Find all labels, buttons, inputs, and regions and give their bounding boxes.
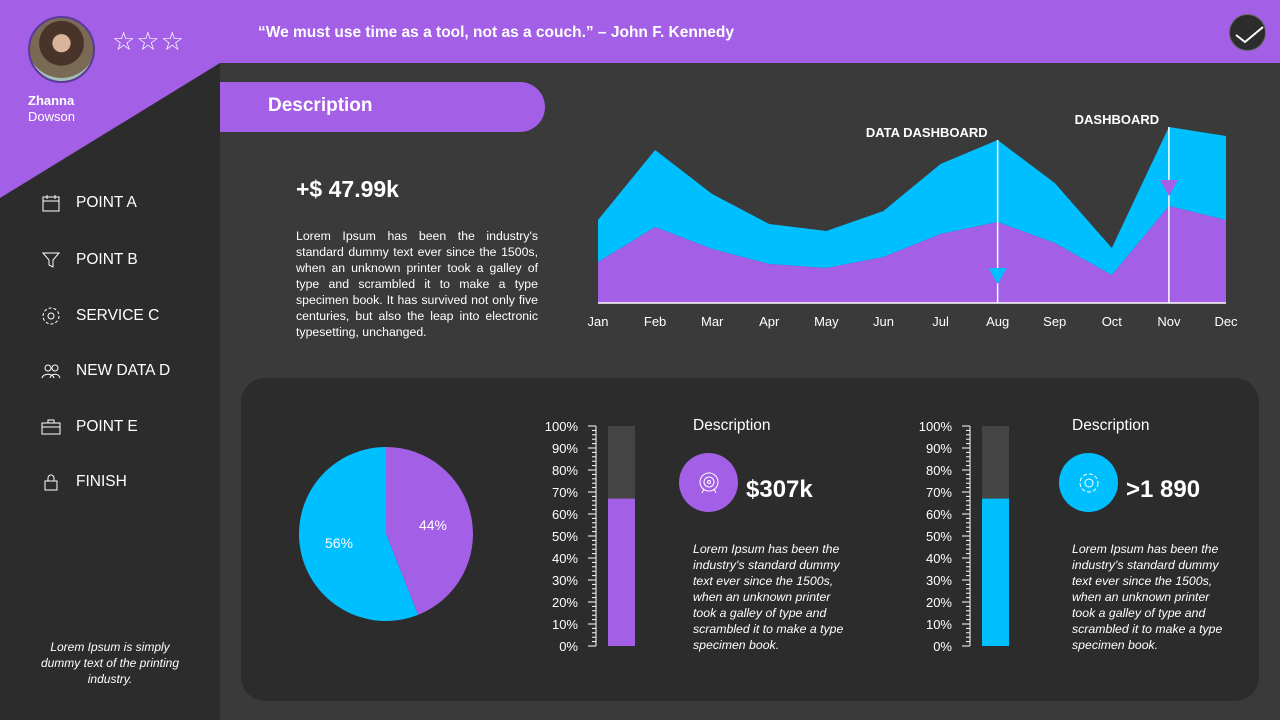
sidebar-item-label: POINT E [76, 418, 138, 435]
sidebar-item-finish[interactable]: FINISH [40, 470, 127, 494]
x-tick-label: Mar [701, 314, 724, 329]
description-value: +$ 47.99k [296, 176, 399, 202]
x-tick-label: Oct [1102, 314, 1123, 329]
card1-title: Description [693, 417, 771, 434]
rating-stars: ☆☆☆ [112, 26, 185, 56]
sidebar-item-label: NEW DATA D [76, 362, 171, 379]
sidebar-item-label: SERVICE C [76, 307, 160, 324]
sidebar-item-label: FINISH [76, 473, 127, 490]
pie-label: 44% [419, 517, 447, 533]
profile-last-name: Dowson [28, 109, 75, 124]
x-tick-label: Aug [986, 314, 1009, 329]
area-series-2 [598, 127, 1226, 275]
check-icon [1235, 26, 1264, 44]
pie-slice [386, 447, 474, 615]
x-tick-label: Nov [1157, 314, 1181, 329]
x-tick-label: May [814, 314, 839, 329]
x-tick-label: Jan [588, 314, 609, 329]
sidebar-item-label: POINT A [76, 194, 137, 211]
description-header: Description [220, 82, 545, 132]
sidebar-item-label: POINT B [76, 251, 138, 268]
gear-icon [1079, 473, 1098, 492]
pie-slice [299, 447, 419, 621]
area-chart: Jan Feb Mar Apr May Jun Jul Aug Sep Oct Nov Dec DATA… [588, 112, 1239, 329]
description-text: Lorem Ipsum has been the industry's stan… [296, 229, 538, 339]
annotation-label: DASHBOARD [1075, 112, 1160, 127]
x-tick-label: Sep [1043, 314, 1066, 329]
x-tick-label: Jul [932, 314, 949, 329]
sidebar-item-point-a[interactable]: POINT A [40, 191, 137, 215]
calendar-icon [42, 195, 60, 212]
card2-value: >1 890 [1126, 476, 1201, 503]
annotation-marker [988, 268, 1007, 284]
area-series-1 [598, 206, 1226, 303]
pie-label: 56% [325, 535, 353, 551]
briefcase-icon [41, 419, 61, 435]
sidebar-footer: Lorem Ipsum is simply dummy text of the … [40, 640, 180, 686]
sidebar-item-point-b[interactable]: POINT B [40, 248, 138, 272]
sidebar-item-service-c[interactable]: SERVICE C [40, 304, 159, 328]
avatar [28, 16, 95, 83]
card2-text: Lorem Ipsum has been the industry's stan… [1072, 542, 1223, 652]
x-tick-label: Dec [1214, 314, 1238, 329]
card2-title: Description [1072, 417, 1150, 434]
card2-icon-circle [1059, 453, 1118, 512]
top-bar [220, 0, 1280, 63]
sidebar-item-point-e[interactable]: POINT E [40, 415, 138, 439]
quote: “We must use time as a tool, not as a co… [258, 24, 735, 41]
x-tick-label: Feb [644, 314, 666, 329]
lock-icon [44, 474, 58, 491]
card1-text: Lorem Ipsum has been the industry's stan… [693, 542, 844, 652]
annotation-label: DATA DASHBOARD [866, 125, 988, 140]
funnel-icon [41, 252, 61, 268]
gear-icon [42, 307, 60, 325]
check-button[interactable] [1229, 14, 1266, 51]
description-title: Description [268, 95, 373, 116]
card1-value: $307k [746, 476, 813, 503]
sidebar-item-new-data-d[interactable]: NEW DATA D [40, 359, 170, 383]
users-icon [41, 364, 61, 379]
pie-chart: 44% 56% [299, 447, 474, 621]
card1-icon-circle [679, 453, 738, 512]
x-tick-label: Jun [873, 314, 894, 329]
target-icon [699, 472, 718, 493]
x-tick-label: Apr [759, 314, 780, 329]
annotation-marker [1159, 180, 1178, 196]
profile-first-name: Zhanna [28, 93, 75, 108]
